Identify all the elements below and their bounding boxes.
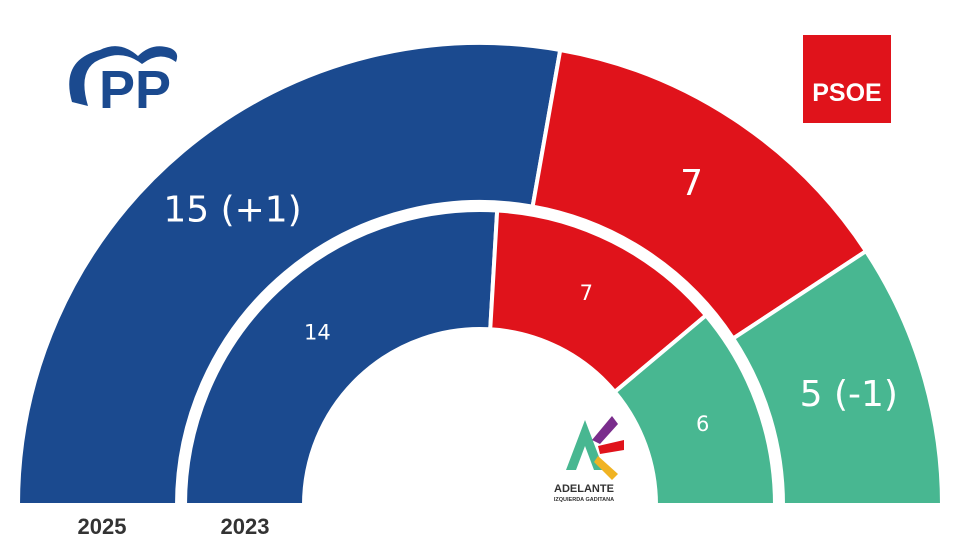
segment-label-2025-psoe: 7 bbox=[680, 163, 703, 204]
psoe-logo: PSOE bbox=[803, 35, 891, 123]
rings-layer bbox=[15, 41, 945, 507]
segment-2023-pp bbox=[182, 208, 500, 507]
adelante-logo-subtext: IZQUIERDA GADITANA bbox=[554, 497, 614, 503]
adelante-logo: ADELANTE IZQUIERDA GADITANA bbox=[554, 416, 624, 503]
psoe-logo-box bbox=[803, 35, 891, 123]
segment-label-2025-pp: 15 (+1) bbox=[163, 190, 301, 231]
segment-label-2023-pp: 14 bbox=[304, 321, 331, 345]
segment-2025-pp bbox=[15, 41, 563, 507]
year-label-2025: 2025 bbox=[78, 514, 127, 539]
adelante-logo-text: ADELANTE bbox=[554, 483, 614, 495]
pp-logo-text: PP bbox=[99, 60, 171, 120]
year-label-2023: 2023 bbox=[221, 514, 270, 539]
segment-label-2025-adelante: 5 (-1) bbox=[800, 374, 898, 415]
adelante-yellow-stroke bbox=[594, 456, 618, 480]
adelante-a-icon bbox=[566, 420, 604, 470]
pp-gull-icon bbox=[69, 46, 178, 106]
labels-layer: 15 (+1) 7 5 (-1) 14 7 6 bbox=[163, 163, 898, 436]
segment-2025-adelante bbox=[730, 248, 945, 507]
adelante-red-stroke bbox=[598, 440, 624, 454]
adelante-purple-stroke bbox=[592, 416, 618, 444]
segment-label-2023-adelante: 6 bbox=[696, 412, 709, 436]
pp-logo: PP bbox=[69, 46, 178, 120]
segment-label-2023-psoe: 7 bbox=[580, 281, 593, 305]
segment-2023-adelante bbox=[612, 312, 778, 507]
psoe-logo-text: PSOE bbox=[812, 79, 881, 107]
